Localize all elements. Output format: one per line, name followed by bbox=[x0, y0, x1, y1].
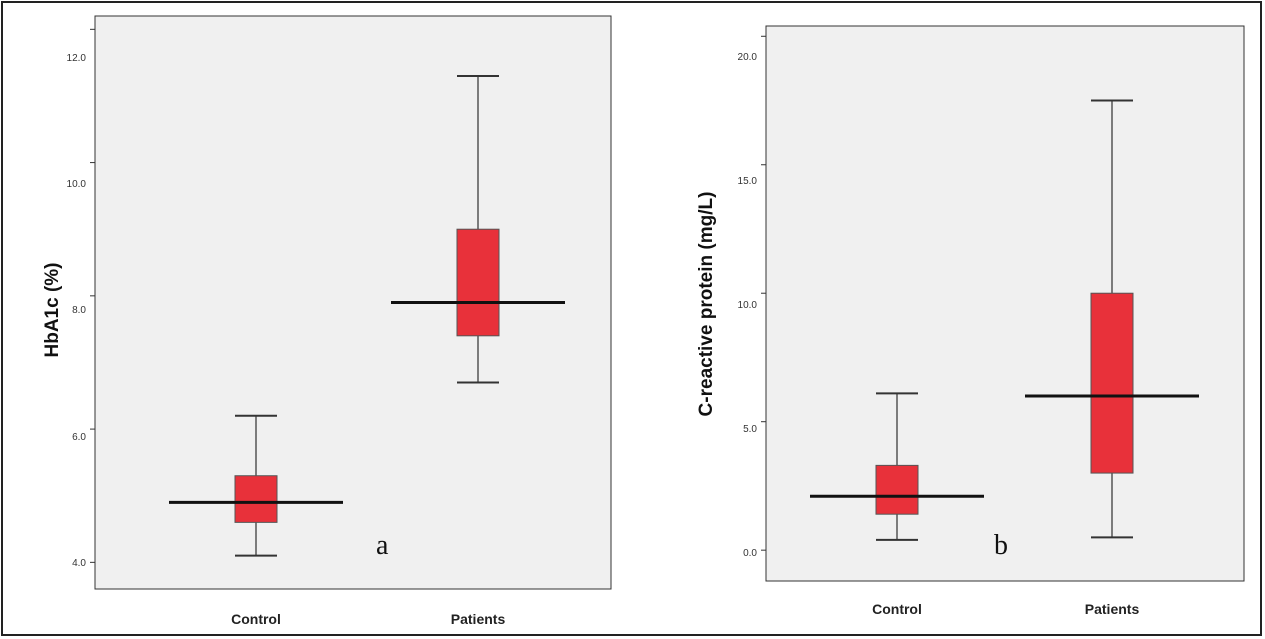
x-category-label: Control bbox=[231, 611, 281, 627]
panel-letter-a: a bbox=[376, 530, 389, 561]
y-tick-label: 6.0 bbox=[72, 432, 86, 443]
y-tick-label: 10.0 bbox=[738, 300, 758, 311]
boxes-b bbox=[761, 35, 1199, 551]
y-tick-label: 12.0 bbox=[67, 53, 87, 64]
x-category-label: Control bbox=[872, 601, 922, 617]
y-tick-label: 5.0 bbox=[743, 424, 757, 435]
y-tick-label: 4.0 bbox=[72, 558, 86, 569]
y-tick-label: 15.0 bbox=[738, 176, 758, 187]
boxes-a bbox=[90, 28, 565, 563]
plot-area-b bbox=[765, 25, 1245, 582]
panel-a-hba1c: HbA1c (%) 4.0 6.0 8.0 10.0 12.0 Control … bbox=[42, 15, 612, 627]
box-patients bbox=[1090, 292, 1134, 474]
y-tick-label: 0.0 bbox=[743, 548, 757, 559]
panel-letter-b: b bbox=[994, 530, 1008, 561]
box-control bbox=[234, 475, 278, 523]
y-axis-title-b: C-reactive protein (mg/L) bbox=[696, 192, 717, 417]
panel-b-crp: C-reactive protein (mg/L) 0.0 5.0 10.0 1… bbox=[696, 25, 1245, 617]
box-patients bbox=[456, 228, 500, 337]
y-tick-label: 10.0 bbox=[67, 179, 87, 190]
x-category-label: Patients bbox=[451, 611, 506, 627]
y-tick-label: 20.0 bbox=[738, 52, 758, 63]
y-axis-title-a: HbA1c (%) bbox=[42, 262, 63, 357]
y-tick-label: 8.0 bbox=[72, 305, 86, 316]
box-control bbox=[875, 464, 919, 515]
x-category-label: Patients bbox=[1085, 601, 1140, 617]
